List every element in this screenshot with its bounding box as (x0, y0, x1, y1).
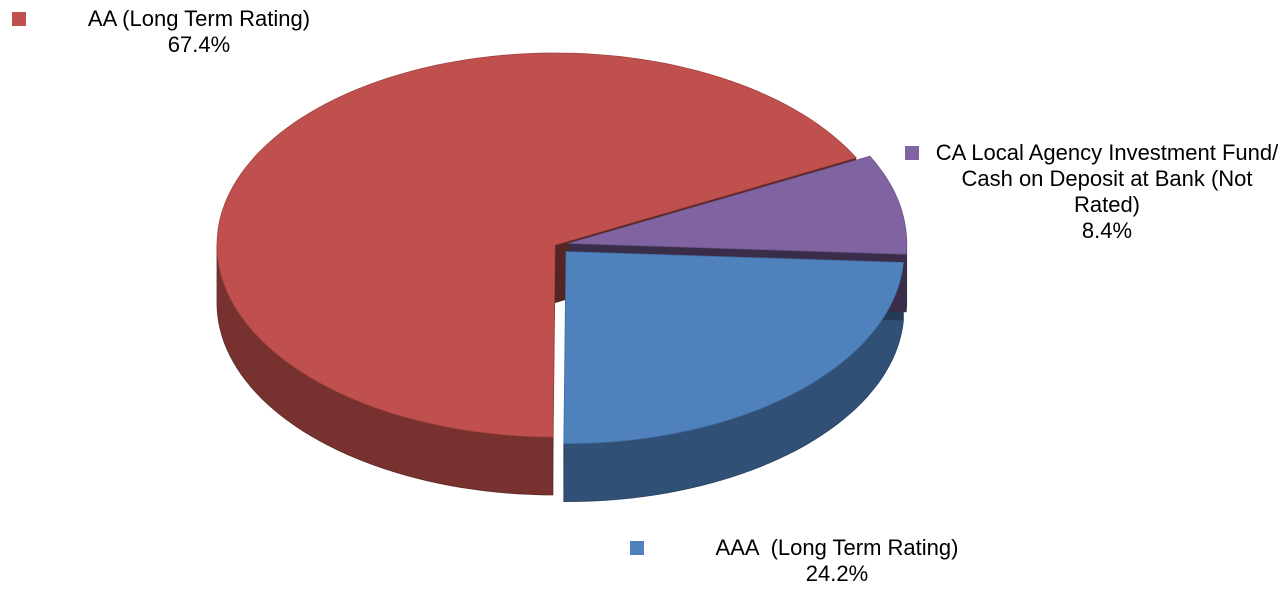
legend-swatch (630, 541, 644, 555)
label-text: CA Local Agency Investment Fund/ Cash on… (927, 140, 1278, 244)
slice (568, 155, 908, 255)
legend-label: AAA (Long Term Rating) (715, 535, 959, 560)
slice (216, 52, 857, 438)
slice-label: AAA (Long Term Rating) 24.2% (630, 535, 1022, 587)
value-label: 8.4% (1081, 218, 1133, 243)
label-text: AAA (Long Term Rating) 24.2% (652, 535, 1022, 587)
legend-label: CA Local Agency Investment Fund/ Cash on… (935, 140, 1278, 217)
slice-label: CA Local Agency Investment Fund/ Cash on… (905, 140, 1278, 244)
legend-swatch (905, 146, 919, 160)
value-label: 24.2% (805, 561, 869, 586)
legend-swatch (12, 12, 26, 26)
slice (563, 251, 904, 445)
legend-label: AA (Long Term Rating) (87, 6, 311, 31)
label-text: AA (Long Term Rating) 67.4% (34, 6, 364, 58)
value-label: 67.4% (167, 32, 231, 57)
slice-label: AA (Long Term Rating) 67.4% (12, 6, 364, 58)
